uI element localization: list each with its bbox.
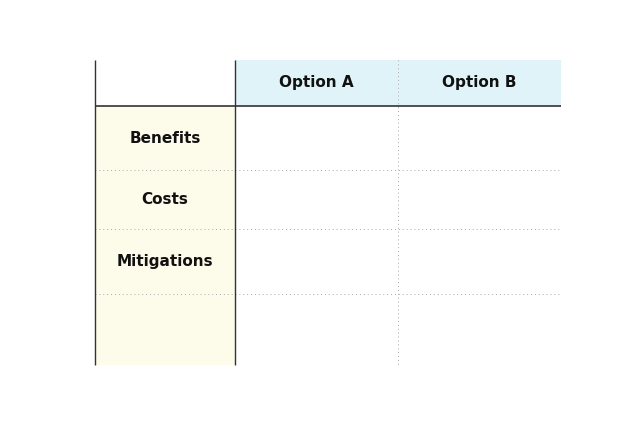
Text: Mitigations: Mitigations (116, 254, 213, 269)
Bar (235, 60, 398, 106)
Bar (398, 229, 561, 293)
Bar (95, 293, 235, 365)
Bar (398, 171, 561, 229)
Bar (398, 60, 561, 106)
Text: Option A: Option A (279, 75, 354, 91)
Bar (235, 171, 398, 229)
Bar (235, 293, 398, 365)
Bar (95, 106, 235, 171)
Bar (235, 106, 398, 171)
Text: Option B: Option B (442, 75, 516, 91)
Text: Costs: Costs (141, 192, 188, 207)
Bar (95, 171, 235, 229)
Text: Benefits: Benefits (129, 131, 200, 146)
Bar (95, 60, 235, 106)
Bar (95, 229, 235, 293)
Bar (398, 106, 561, 171)
Bar (398, 293, 561, 365)
Bar (235, 229, 398, 293)
